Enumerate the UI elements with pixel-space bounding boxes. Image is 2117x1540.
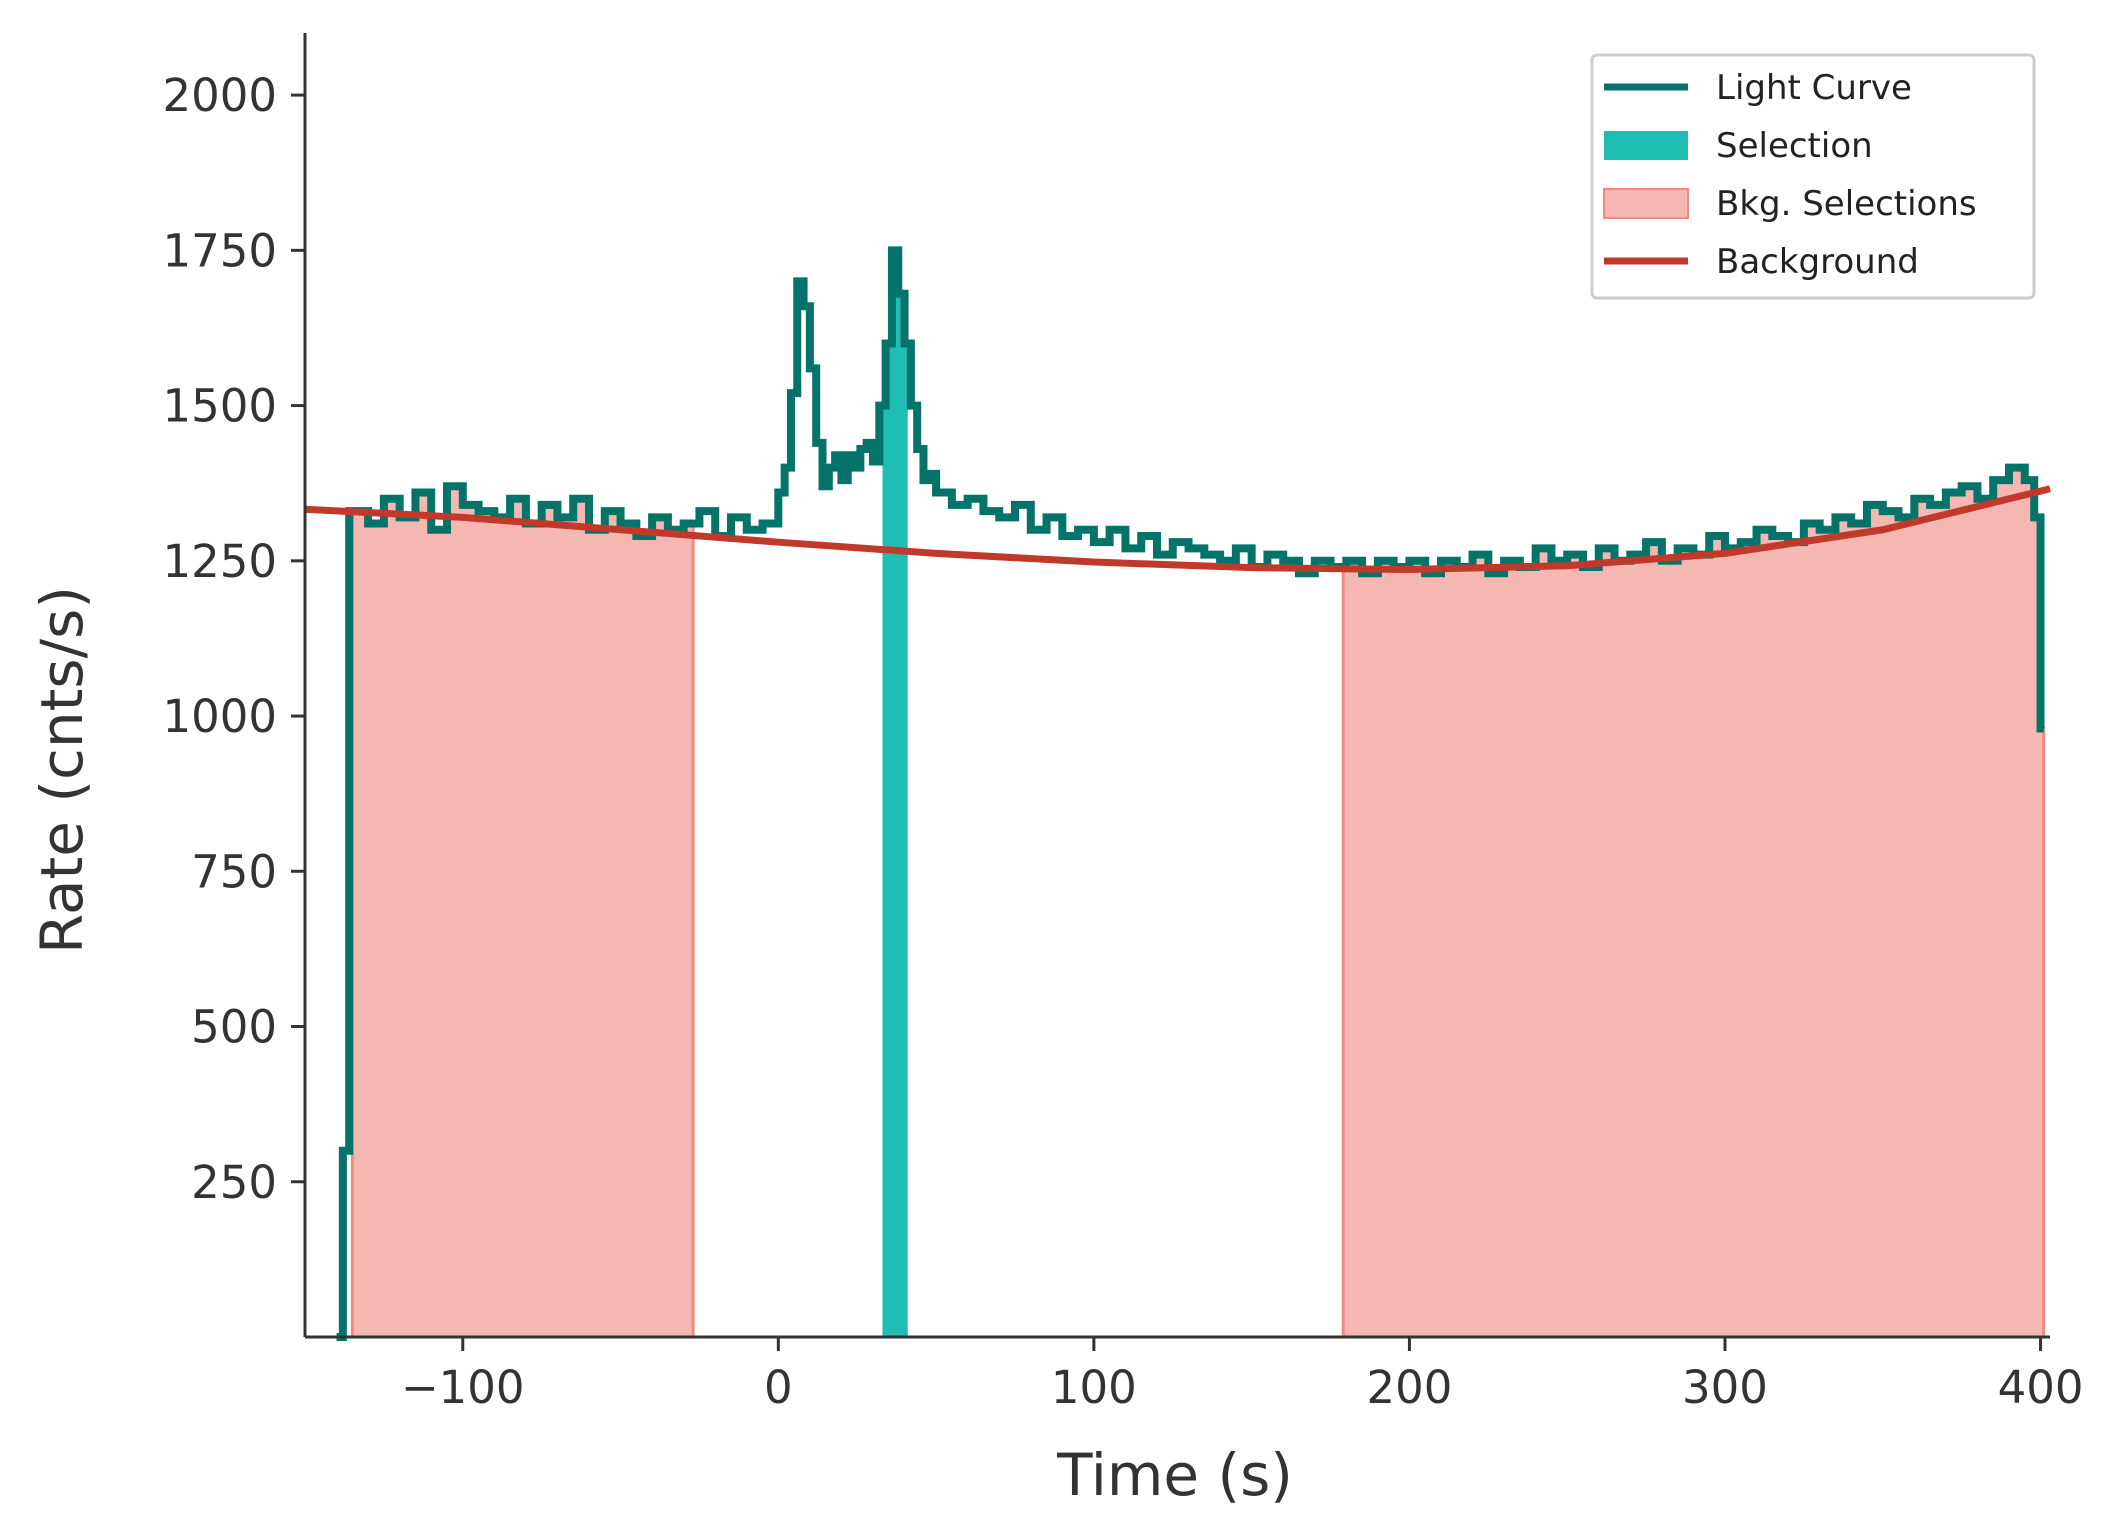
y-tick-label: 1750 [162,224,277,277]
x-tick-label: 400 [1998,1361,2084,1414]
ticks-layer: −100 0 100 200 300 400 250 500 750 1000 1250 1500 17… [162,69,2083,1414]
x-tick-label: 0 [764,1361,793,1414]
bkg-selection-layer [350,466,2046,1339]
x-tick-label: 300 [1682,1361,1768,1414]
legend-swatch-patch [1603,188,1689,219]
y-tick-label: 1250 [162,535,277,588]
y-tick-label: 750 [191,845,277,898]
y-tick-label: 1500 [162,380,277,433]
source-selection-region-1 [882,250,908,1337]
legend-entry-label: Background [1716,242,1919,282]
legend-swatch-patch [1604,131,1688,160]
legend: Light Curve Selection Bkg. Selections Backg… [1590,53,2036,300]
legend-entry-label: Light Curve [1716,68,1912,108]
x-tick-label: −100 [401,1361,525,1414]
y-tick-label: 1000 [162,690,277,743]
y-tick-label: 2000 [162,69,277,122]
legend-entry-label: Selection [1716,126,1873,166]
bkg-selection-region-1 [350,484,695,1339]
selection-layer [882,250,908,1337]
x-tick-label: 200 [1366,1361,1452,1414]
series-layer [304,246,2051,1341]
bkg-selection-region-2 [1341,466,2046,1339]
y-tick-label: 500 [191,1001,277,1054]
x-axis-label: Time (s) [1056,1441,1293,1509]
light-curve-line [336,246,2045,1341]
legend-entry-label: Bkg. Selections [1716,184,1977,224]
y-axis-label: Rate (cnts/s) [28,586,96,954]
x-tick-label: 100 [1051,1361,1137,1414]
y-tick-label: 250 [191,1156,277,1209]
background-model-line [304,485,2051,574]
legend-box [1590,53,2036,300]
